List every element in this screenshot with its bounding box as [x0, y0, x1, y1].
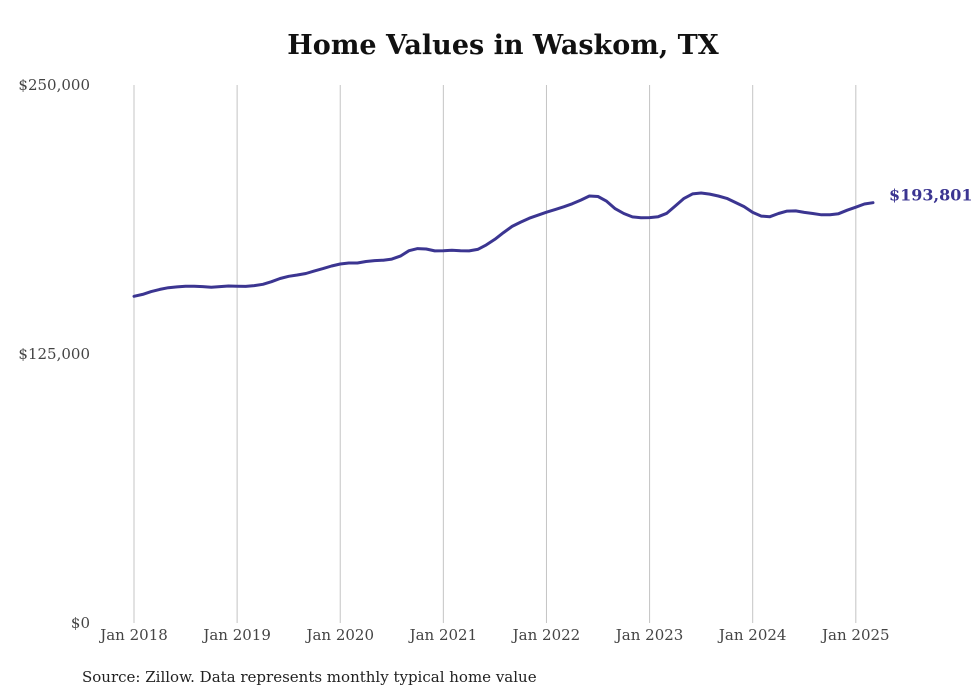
- vertical-gridlines: [133, 85, 857, 623]
- x-tick-label: Jan 2025: [820, 626, 890, 644]
- x-tick-label: Jan 2022: [511, 626, 581, 644]
- chart-title: Home Values in Waskom, TX: [287, 30, 719, 61]
- end-value-labels: $193,801: [889, 186, 973, 205]
- y-tick-label: $125,000: [18, 345, 90, 363]
- x-tick-label: Jan 2018: [98, 626, 168, 644]
- end-value-label: $193,801: [889, 186, 973, 205]
- x-axis-tick-labels: Jan 2018 Jan 2019 Jan 2020 Jan 2021 Jan 2022…: [98, 626, 889, 644]
- y-tick-label: $250,000: [18, 76, 90, 94]
- x-tick-label: Jan 2023: [614, 626, 684, 644]
- y-axis-tick-labels: $0 $125,000 $250,000: [18, 76, 90, 632]
- y-tick-label: $0: [71, 614, 90, 632]
- x-tick-label: Jan 2021: [408, 626, 478, 644]
- series-line-0: [132, 191, 875, 298]
- source-note: Source: Zillow. Data represents monthly …: [82, 668, 537, 686]
- x-tick-label: Jan 2024: [717, 626, 787, 644]
- x-tick-label: Jan 2019: [201, 626, 271, 644]
- series-lines: [132, 191, 875, 298]
- x-tick-label: Jan 2020: [304, 626, 374, 644]
